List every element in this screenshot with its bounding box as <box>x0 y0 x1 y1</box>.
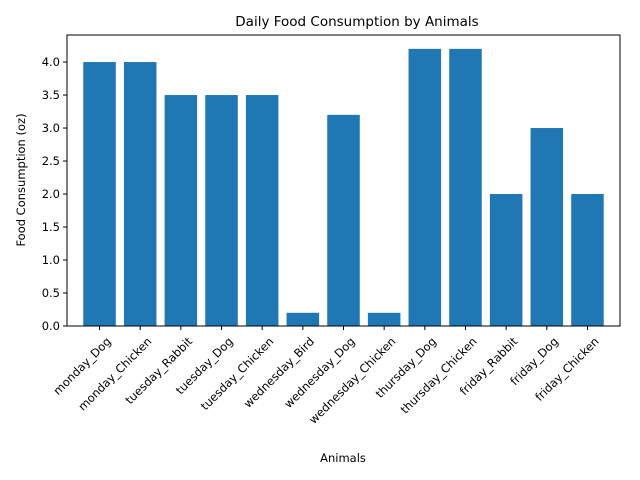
x-tick-label: monday_Chicken <box>75 334 154 413</box>
y-tick-label: 1.0 <box>42 253 60 267</box>
y-tick-label: 0.5 <box>42 286 60 300</box>
y-tick-label: 1.5 <box>42 220 60 234</box>
bars-group <box>83 48 604 327</box>
bar-tuesday_Rabbit <box>164 95 198 326</box>
bar-friday_Chicken <box>571 194 604 326</box>
y-tick-label: 2.5 <box>42 154 60 168</box>
y-tick-label: 0.0 <box>42 319 60 333</box>
chart-title: Daily Food Consumption by Animals <box>235 14 478 30</box>
x-axis-label: Animals <box>320 451 366 465</box>
bar-friday_Dog <box>530 128 564 326</box>
y-axis: 0.0 0.5 1.0 1.5 2.0 2.5 3.0 3.5 4.0 <box>42 55 67 333</box>
bar-thursday_Dog <box>408 48 442 326</box>
bar-tuesday_Dog <box>205 95 238 326</box>
x-tick-label: tuesday_Chicken <box>198 334 277 413</box>
x-tick-label: wednesday_Bird <box>241 334 317 410</box>
bar-friday_Rabbit <box>489 194 523 326</box>
y-tick-label: 4.0 <box>42 55 60 69</box>
bar-wednesday_Bird <box>286 312 320 326</box>
bar-monday_Chicken <box>123 62 157 327</box>
x-tick-label: thursday_Chicken <box>398 334 480 416</box>
y-tick-label: 2.0 <box>42 187 60 201</box>
y-tick-label: 3.5 <box>42 88 60 102</box>
y-axis-label: Food Consumption (oz) <box>14 113 28 246</box>
bar-tuesday_Chicken <box>245 95 279 326</box>
bar-wednesday_Dog <box>327 114 360 326</box>
bar-monday_Dog <box>83 62 116 327</box>
y-tick-label: 3.0 <box>42 121 60 135</box>
plot-frame <box>66 34 621 327</box>
x-tick-label: wednesday_Dog <box>281 334 358 411</box>
x-axis: monday_Dogmonday_Chickentuesday_Rabbittu… <box>50 326 602 427</box>
bar-thursday_Chicken <box>449 48 482 326</box>
bar-wednesday_Chicken <box>367 312 401 326</box>
